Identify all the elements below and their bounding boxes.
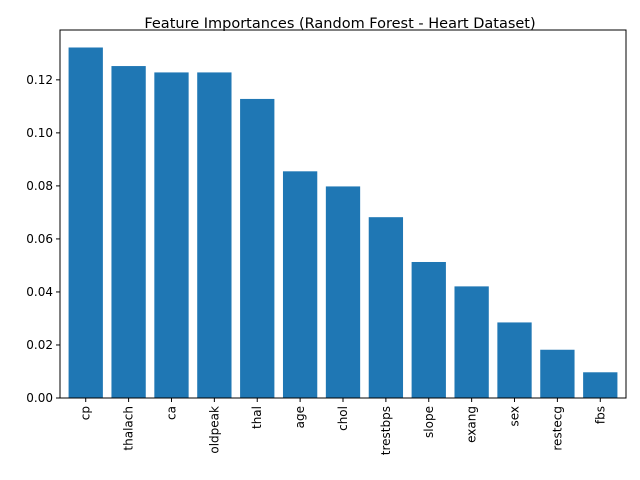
y-tick-label: 0.10 [26, 126, 53, 140]
x-tick-label-age: age [293, 406, 307, 428]
x-tick-label-fbs: fbs [593, 406, 607, 424]
y-tick-label: 0.02 [26, 338, 53, 352]
y-axis: 0.00 0.02 0.04 0.06 0.08 0.10 0.12 [26, 73, 60, 405]
bar-sex [497, 322, 532, 398]
bar-cp [68, 47, 103, 398]
bar-thalach [111, 66, 146, 398]
bar-ca [154, 72, 189, 398]
x-tick-label-oldpeak: oldpeak [207, 406, 221, 454]
x-tick-label-thal: thal [250, 406, 264, 429]
x-axis: cp thalach ca oldpeak thal age chol trestbps slo… [79, 398, 607, 455]
y-tick-label: 0.06 [26, 232, 53, 246]
x-tick-label-sex: sex [508, 406, 522, 427]
bar-trestbps [368, 217, 404, 398]
plot-frame [59, 29, 627, 399]
y-tick-label: 0.08 [26, 179, 53, 193]
x-tick-label-exang: exang [465, 406, 479, 443]
bar-oldpeak [197, 72, 232, 398]
y-tick-label: 0.00 [26, 391, 53, 405]
x-tick-label-ca: ca [164, 406, 178, 420]
x-tick-label-chol: chol [336, 406, 350, 431]
x-tick-label-trestbps: trestbps [379, 406, 393, 455]
bar-restecg [540, 349, 575, 398]
x-tick-label-slope: slope [422, 406, 436, 438]
x-tick-label-thalach: thalach [122, 406, 136, 451]
x-tick-label-cp: cp [79, 406, 93, 420]
bar-slope [411, 261, 446, 398]
bar-exang [454, 286, 489, 398]
bar-fbs [583, 372, 618, 398]
bars-group [68, 47, 618, 398]
y-tick-label: 0.12 [26, 73, 53, 87]
y-tick-label: 0.04 [26, 285, 53, 299]
bar-chol [325, 186, 361, 398]
bar-thal [240, 98, 275, 398]
x-tick-label-restecg: restecg [550, 406, 564, 451]
chart-title: Feature Importances (Random Forest - Hea… [144, 16, 535, 32]
bar-age [282, 171, 318, 398]
